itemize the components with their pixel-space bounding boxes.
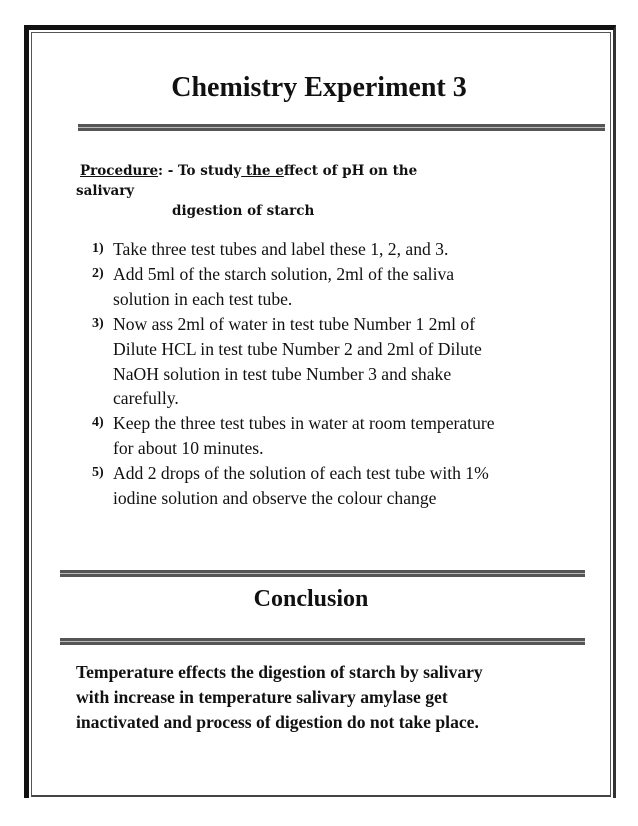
procedure-line3: digestion of starch: [172, 203, 315, 219]
step-text-line: iodine solution and observe the colour c…: [113, 488, 437, 509]
conclusion-line: with increase in temperature salivary am…: [76, 687, 448, 707]
step-number: 3): [92, 315, 104, 331]
step-text-line: Keep the three test tubes in water at ro…: [113, 413, 495, 434]
step-number: 1): [92, 241, 104, 256]
step-text-line: Take three test tubes and label these 1,…: [113, 239, 449, 259]
page-title: Chemistry Experiment 3: [171, 72, 467, 103]
step-number: 2): [92, 265, 104, 281]
step-text-line: Dilute HCL in test tube Number 2 and 2ml…: [113, 338, 482, 359]
step-text-line: for about 10 minutes.: [113, 438, 264, 459]
conclusion-line: Temperature effects the digestion of sta…: [76, 662, 483, 682]
procedure-label: Procedure: [80, 163, 159, 179]
procedure-heading: Procedure: - To study the effect of pH o…: [80, 161, 417, 181]
step-text-line: Now ass 2ml of water in test tube Number…: [113, 313, 476, 334]
procedure-steps: 1) Take three test tubes and label these …: [92, 237, 495, 511]
step-text-line: Add 2 drops of the solution of each test…: [113, 463, 489, 484]
procedure-sep: : - To study: [158, 163, 242, 179]
procedure-underlined: the e: [241, 163, 284, 179]
step-item: 5) Add 2 drops of the solution of each te…: [92, 461, 495, 511]
step-number: 4): [92, 415, 104, 431]
conclusion-divider-top: [60, 570, 585, 577]
page-border-inner: [31, 32, 611, 797]
step-number: 5): [92, 465, 104, 481]
step-item: 3) Now ass 2ml of water in test tube Numb…: [92, 312, 495, 412]
procedure-line2: salivary: [76, 183, 135, 199]
conclusion-heading: Conclusion: [253, 586, 369, 612]
step-item: 1) Take three test tubes and label these …: [92, 237, 495, 262]
step-text-line: Add 5ml of the starch solution, 2ml of t…: [113, 263, 455, 284]
step-item: 2) Add 5ml of the starch solution, 2ml of…: [92, 262, 495, 312]
conclusion-line: inactivated and process of digestion do …: [76, 712, 479, 732]
page-border-outer: [24, 25, 616, 798]
conclusion-divider-bottom: [60, 638, 585, 645]
step-item: 4) Keep the three test tubes in water at …: [92, 411, 495, 461]
step-text-line: solution in each test tube.: [113, 288, 293, 309]
title-divider: [78, 124, 605, 131]
step-text-line: NaOH solution in test tube Number 3 and …: [113, 363, 452, 384]
step-text-line: carefully.: [113, 388, 179, 409]
conclusion-text: Temperature effects the digestion of sta…: [76, 660, 483, 735]
procedure-rest: ffect of pH on the: [283, 163, 418, 179]
